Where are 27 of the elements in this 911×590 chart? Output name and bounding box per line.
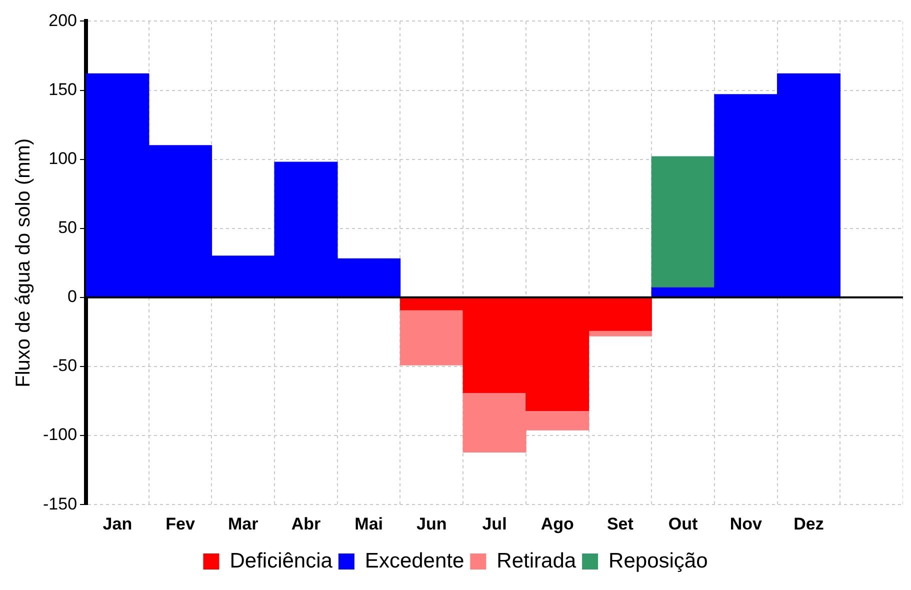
x-tick-label: Dez [794, 514, 824, 534]
x-tick-label: Abr [291, 514, 321, 534]
y-tick-label: -50 [52, 356, 78, 376]
x-tick-label: Jan [102, 514, 132, 534]
x-tick-label: Mai [354, 514, 383, 534]
bar [651, 156, 715, 288]
x-tick-label: Fev [166, 514, 196, 534]
y-tick-label: 100 [48, 149, 78, 168]
legend-label: Excedente [364, 549, 464, 572]
x-tick-label: Mar [228, 514, 259, 534]
y-tick-label: -100 [42, 425, 78, 444]
y-tick-label: 50 [58, 218, 78, 238]
x-tick-label: Out [668, 514, 698, 534]
x-tick-label: Jun [416, 514, 447, 534]
x-tick-label: Ago [540, 514, 574, 534]
x-tick-label: Jul [482, 514, 507, 534]
legend-label: Reposição [608, 549, 708, 572]
y-tick-label: 200 [48, 10, 78, 30]
bar [400, 310, 464, 366]
y-axis-title: Fluxo de água do solo (mm) [12, 138, 35, 388]
x-tick-label: Nov [730, 514, 762, 534]
x-tick-label: Set [606, 514, 634, 534]
legend-label: Retirada [496, 549, 576, 572]
y-tick-label: -150 [42, 494, 78, 514]
legend-label: Deficiência [230, 549, 333, 572]
y-tick-label: 0 [68, 287, 78, 306]
y-tick-label: 150 [48, 80, 78, 99]
